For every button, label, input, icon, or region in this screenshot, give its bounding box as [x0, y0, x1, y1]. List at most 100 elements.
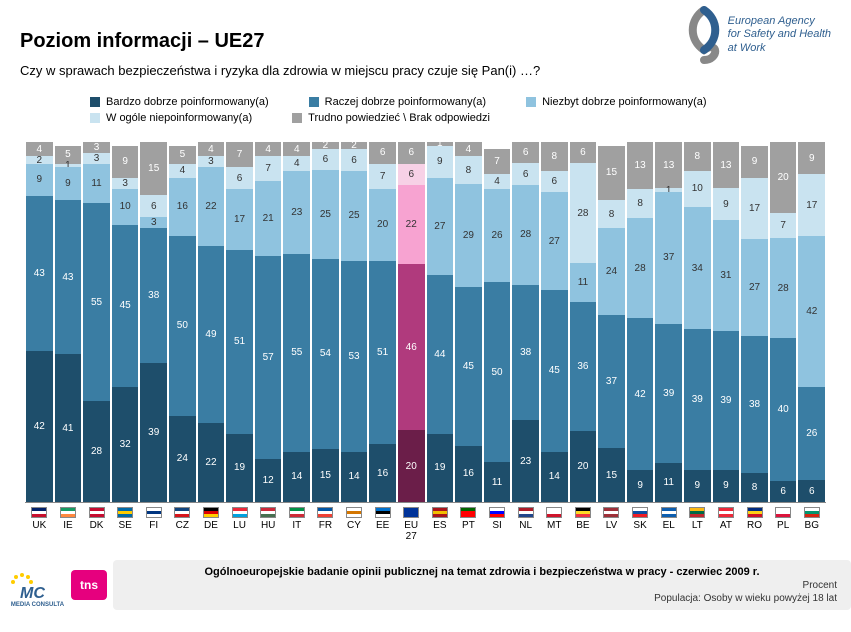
country-code: NL	[511, 520, 540, 531]
country-label-col: BE	[569, 507, 598, 542]
bar-segment: 10	[684, 171, 711, 207]
bar-segment: 7	[255, 156, 282, 181]
bar-segment: 29	[455, 184, 482, 286]
bar-segment: 27	[427, 178, 454, 275]
legend-item: Trudno powiedzieć \ Brak odpowiedzi	[292, 112, 490, 124]
bar-segment: 16	[455, 446, 482, 502]
bar-segment: 6	[541, 171, 568, 193]
bar-segment: 3	[140, 217, 167, 228]
bar-segment: 14	[283, 452, 310, 502]
bar-segment: 8	[541, 142, 568, 171]
bar-column: 23382866	[512, 142, 539, 502]
mc-logo: MC MEDIA CONSULTA	[10, 563, 65, 608]
bar-segment: 9	[112, 146, 139, 178]
svg-text:MC: MC	[20, 585, 45, 602]
bar-segment: 6	[770, 481, 797, 502]
bar-segment: 11	[484, 462, 511, 502]
bar-segment: 20	[398, 430, 425, 502]
bar-segment: 9	[627, 470, 654, 502]
bar-segment: 32	[112, 387, 139, 502]
bar-segment: 17	[741, 178, 768, 239]
bar-segment: 26	[484, 189, 511, 283]
bar-segment: 9	[741, 146, 768, 178]
bar-segment: 51	[369, 261, 396, 445]
bar-column: 62642179	[798, 142, 825, 502]
country-code: BE	[569, 520, 598, 531]
bar-segment: 3	[112, 178, 139, 189]
bar-segment: 39	[655, 324, 682, 463]
country-label-col: PT	[454, 507, 483, 542]
bar-segment: 39	[713, 331, 740, 470]
country-code: EL	[654, 520, 683, 531]
bar-segment: 3	[198, 156, 225, 167]
bar-segment: 6	[369, 142, 396, 164]
country-label-col: SI	[483, 507, 512, 542]
bar-segment: 9	[798, 142, 825, 174]
bar-segment: 9	[427, 146, 454, 178]
bar-segment: 6	[140, 195, 167, 216]
bar-segment: 14	[341, 452, 368, 502]
bar-segment: 11	[570, 263, 597, 302]
bar-segment: 26	[798, 387, 825, 481]
country-label-col: PL	[769, 507, 798, 542]
country-code: CZ	[168, 520, 197, 531]
bar-column: 16452984	[455, 142, 482, 502]
country-label-col: AT	[712, 507, 741, 542]
bar-segment: 38	[741, 336, 768, 473]
bar-column: 16512076	[369, 142, 396, 502]
bar-segment: 8	[598, 200, 625, 229]
bar-column: 20462266	[398, 142, 425, 502]
bar-column: 14532562	[341, 142, 368, 502]
flag-icon	[804, 507, 820, 518]
bar-segment: 34	[684, 207, 711, 329]
bar-segment: 2	[312, 142, 339, 149]
bar-column: 64028720	[770, 142, 797, 502]
country-code: EE	[368, 520, 397, 531]
bar-segment: 8	[627, 189, 654, 218]
country-label-col: IT	[282, 507, 311, 542]
flag-icon	[403, 507, 419, 518]
bar-column: 22492234	[198, 142, 225, 502]
bar-segment: 15	[140, 142, 167, 195]
bar-segment: 24	[598, 228, 625, 314]
bar-segment: 3	[83, 153, 110, 164]
bar-column: 11502647	[484, 142, 511, 502]
country-label-col: RO	[740, 507, 769, 542]
bar-segment: 19	[427, 434, 454, 502]
bar-segment: 9	[55, 167, 82, 199]
bar-segment: 49	[198, 246, 225, 422]
bar-segment: 57	[255, 256, 282, 459]
bar-column: 24501645	[169, 142, 196, 502]
bar-segment: 45	[455, 287, 482, 446]
bar-segment: 42	[26, 351, 53, 502]
flag-icon	[375, 507, 391, 518]
legend-item: Niezbyt dobrze poinformowany(a)	[526, 96, 706, 108]
bar-segment: 55	[283, 254, 310, 452]
bar-segment: 4	[484, 174, 511, 188]
bar-segment: 2	[341, 142, 368, 149]
flag-icon	[317, 507, 333, 518]
bar-segment: 38	[140, 228, 167, 363]
bar-segment: 46	[398, 264, 425, 430]
country-label-col: FR	[311, 507, 340, 542]
bar-segment: 39	[684, 329, 711, 469]
country-code: PT	[454, 520, 483, 531]
legend-item: W ogóle niepoinformowany(a)	[90, 112, 252, 124]
bar-segment: 27	[541, 192, 568, 289]
bar-segment: 39	[140, 363, 167, 502]
bar-segment: 42	[798, 236, 825, 387]
country-label-col: LU	[225, 507, 254, 542]
bar-segment: 2	[26, 156, 53, 163]
bar-segment: 36	[570, 302, 597, 430]
flag-icon	[689, 507, 705, 518]
flag-icon	[289, 507, 305, 518]
flag-icon	[31, 507, 47, 518]
bar-column: 4243924	[26, 142, 53, 502]
bar-segment: 14	[541, 452, 568, 502]
country-code: LT	[683, 520, 712, 531]
bar-segment: 7	[770, 213, 797, 238]
country-label-col: CY	[340, 507, 369, 542]
bar-segment: 6	[226, 167, 253, 189]
country-code: RO	[740, 520, 769, 531]
page-subtitle: Czy w sprawach bezpieczeństwa i ryzyka d…	[20, 63, 831, 78]
